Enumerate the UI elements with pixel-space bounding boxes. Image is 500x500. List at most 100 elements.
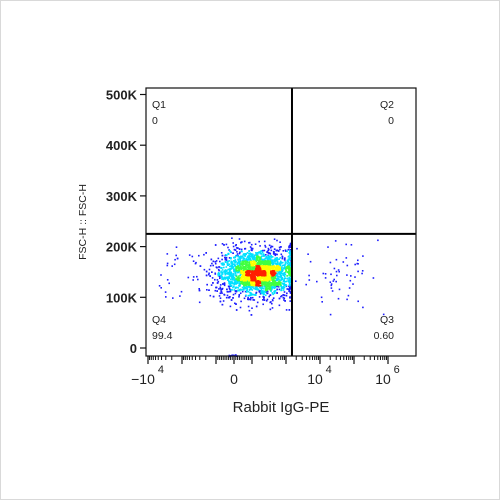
event-point <box>283 283 285 286</box>
event-point <box>233 280 236 282</box>
event-point <box>219 286 222 289</box>
event-point <box>269 264 272 267</box>
event-point <box>274 253 277 255</box>
event-point <box>242 278 245 281</box>
event-point <box>247 298 250 301</box>
event-point <box>277 284 280 287</box>
event-point <box>284 300 286 302</box>
event-point <box>247 277 250 279</box>
event-point <box>257 259 260 261</box>
event-point <box>288 287 291 290</box>
event-point <box>266 264 269 266</box>
event-point <box>246 277 248 279</box>
event-point <box>255 280 257 283</box>
event-point <box>249 271 251 273</box>
event-point <box>267 247 270 250</box>
event-point <box>284 249 287 251</box>
event-point <box>208 289 210 291</box>
event-point <box>284 266 286 268</box>
event-point <box>288 263 291 266</box>
event-point <box>237 279 240 282</box>
event-point <box>273 292 276 295</box>
event-point <box>258 272 260 274</box>
event-point <box>240 250 243 252</box>
event-point <box>257 260 260 263</box>
event-point <box>335 280 337 283</box>
event-point <box>271 245 274 248</box>
event-point <box>258 267 260 270</box>
event-point <box>267 249 269 252</box>
event-point <box>257 280 259 283</box>
event-point <box>235 280 237 282</box>
event-point <box>225 261 227 263</box>
event-point <box>332 280 335 282</box>
event-point <box>223 263 225 265</box>
event-point <box>217 273 219 275</box>
event-point <box>286 264 289 267</box>
event-point <box>242 263 245 266</box>
event-point <box>215 286 218 289</box>
event-point <box>221 258 223 261</box>
event-point <box>242 276 244 279</box>
event-point <box>257 279 259 281</box>
event-point <box>232 354 234 356</box>
event-point <box>259 282 261 284</box>
event-point <box>265 288 267 291</box>
event-point <box>259 252 262 255</box>
event-point <box>234 354 236 356</box>
event-point <box>260 272 263 275</box>
event-point <box>242 260 244 263</box>
event-point <box>264 246 267 248</box>
event-point <box>279 275 281 278</box>
event-point <box>253 255 255 258</box>
event-point <box>270 266 273 269</box>
event-point <box>233 257 236 259</box>
event-point <box>247 284 250 286</box>
event-point <box>284 257 286 259</box>
event-point <box>324 277 327 279</box>
event-point <box>208 268 211 271</box>
event-point <box>187 276 190 279</box>
event-point <box>224 278 227 280</box>
event-point <box>245 258 247 260</box>
event-point <box>274 267 277 269</box>
event-point <box>239 273 242 276</box>
event-point <box>256 275 259 277</box>
event-point <box>243 240 246 243</box>
event-point <box>222 300 225 302</box>
event-point <box>238 289 241 292</box>
event-point <box>255 283 258 285</box>
event-point <box>248 286 251 288</box>
event-point <box>251 307 253 309</box>
event-point <box>228 249 230 251</box>
event-point <box>272 274 274 277</box>
event-point <box>281 270 284 273</box>
event-point <box>229 285 231 287</box>
event-point <box>209 275 211 277</box>
event-point <box>230 299 233 301</box>
quadrant-name: Q4 <box>152 314 166 326</box>
event-point <box>258 279 261 281</box>
event-point <box>165 296 167 298</box>
event-point <box>274 286 277 289</box>
event-point <box>274 260 276 263</box>
event-point <box>221 263 224 266</box>
event-point <box>229 289 232 291</box>
event-point <box>241 270 244 273</box>
event-point <box>284 263 287 265</box>
event-point <box>248 250 250 252</box>
event-point <box>275 279 277 282</box>
event-point <box>288 288 290 291</box>
event-point <box>278 280 280 283</box>
event-point <box>225 259 228 261</box>
event-point <box>271 283 274 286</box>
event-point <box>173 263 176 266</box>
event-point <box>251 284 254 286</box>
event-point <box>288 273 291 276</box>
y-tick-label: 400K <box>106 138 138 153</box>
event-point <box>263 287 265 290</box>
event-point <box>239 256 242 258</box>
event-point <box>236 251 238 253</box>
